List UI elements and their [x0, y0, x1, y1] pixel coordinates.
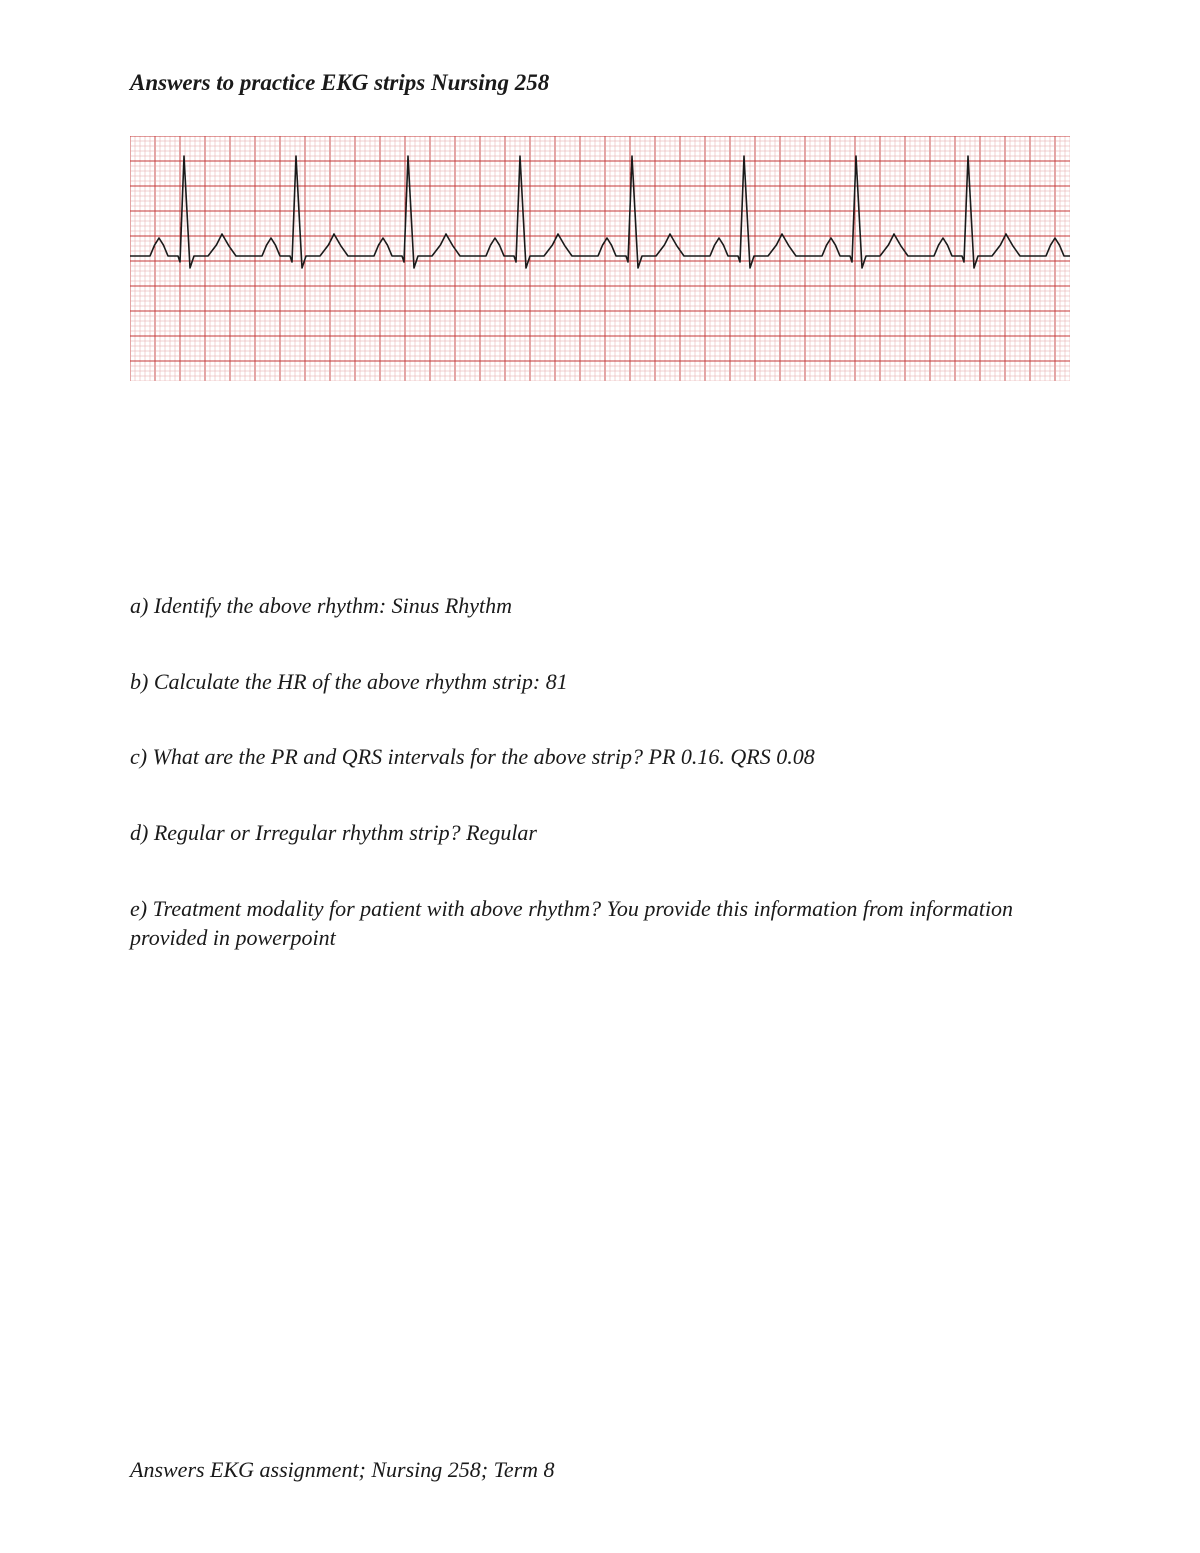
questions-block: a) Identify the above rhythm: Sinus Rhyt…	[130, 591, 1070, 953]
question-b: b) Calculate the HR of the above rhythm …	[130, 667, 1040, 697]
question-a: a) Identify the above rhythm: Sinus Rhyt…	[130, 591, 1040, 621]
page-title: Answers to practice EKG strips Nursing 2…	[130, 70, 1070, 96]
question-e: e) Treatment modality for patient with a…	[130, 894, 1040, 953]
question-d: d) Regular or Irregular rhythm strip? Re…	[130, 818, 1040, 848]
page-footer: Answers EKG assignment; Nursing 258; Ter…	[130, 1457, 555, 1483]
ekg-strip	[130, 136, 1070, 381]
question-c: c) What are the PR and QRS intervals for…	[130, 742, 1040, 772]
ekg-svg	[130, 136, 1070, 381]
